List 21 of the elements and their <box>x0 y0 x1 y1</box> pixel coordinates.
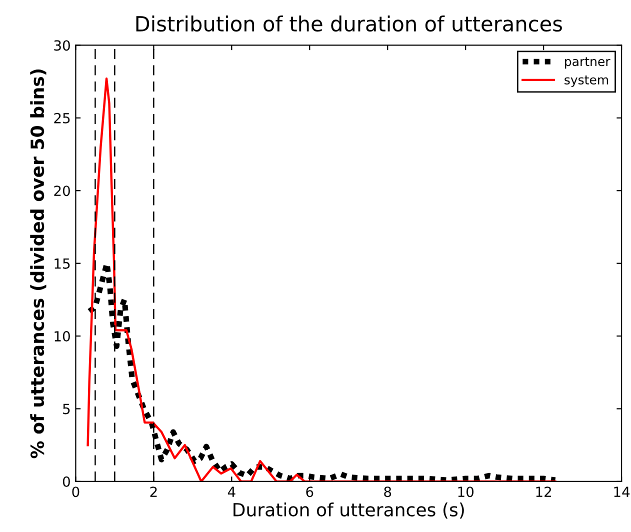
x-tick-label: 8 <box>384 486 392 498</box>
y-tick-label: 10 <box>54 331 70 342</box>
legend-label: system <box>564 76 608 87</box>
x-tick-label: 10 <box>458 486 474 498</box>
legend-label: partner <box>565 57 610 69</box>
x-tick-label: 2 <box>150 486 157 497</box>
y-tick-label: 30 <box>54 40 70 51</box>
y-tick-label: 20 <box>54 186 70 196</box>
x-axis-title: Duration of utterances (s) <box>234 502 464 519</box>
y-tick-label: 0 <box>62 476 70 487</box>
x-tick-label: 6 <box>306 486 314 498</box>
x-tick-label: 14 <box>614 486 630 497</box>
x-tick-label: 4 <box>228 486 236 497</box>
x-tick-label: 12 <box>536 486 552 497</box>
line-series <box>86 78 556 482</box>
y-tick-label: 25 <box>54 112 70 124</box>
y-tick-label: 5 <box>63 404 70 414</box>
chart-title: Distribution of the duration of utterances <box>136 16 562 32</box>
y-tick-label: 15 <box>54 258 70 269</box>
x-tick-label: 0 <box>72 486 80 498</box>
y-axis-title: % of utterances (divided over 50 bins) <box>30 69 46 458</box>
